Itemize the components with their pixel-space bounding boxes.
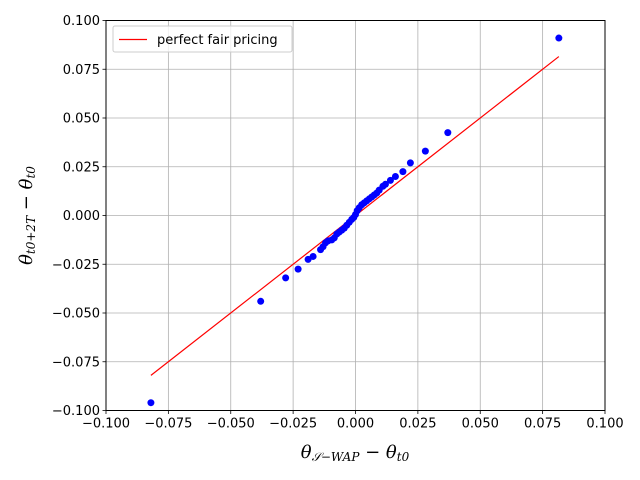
data-points <box>147 34 563 407</box>
data-point <box>399 168 407 176</box>
y-tick-label: −0.050 <box>52 307 100 322</box>
legend-label-perfect-fair-pricing: perfect fair pricing <box>157 33 278 48</box>
x-axis-label: θ𝒮−WAP − θt0 <box>301 442 410 464</box>
x-tick-label: 0.050 <box>462 417 499 432</box>
legend-box <box>112 25 293 53</box>
y-tick-label: −0.075 <box>52 355 100 370</box>
data-point <box>421 147 429 155</box>
data-point <box>391 173 399 180</box>
data-point <box>257 297 265 305</box>
x-tick-label: −0.075 <box>144 417 192 432</box>
y-tick-label: 0.000 <box>63 209 100 224</box>
data-point <box>147 399 155 407</box>
data-point <box>294 265 302 273</box>
x-tick-label: 0.100 <box>586 417 623 432</box>
data-point <box>381 180 389 188</box>
data-point <box>406 159 414 167</box>
y-tick-label: 0.050 <box>63 112 100 127</box>
y-axis-label: θt0+2T − θt0 <box>16 166 38 265</box>
data-point <box>444 129 452 137</box>
y-tick-label: −0.100 <box>52 404 100 419</box>
y-tick-label: 0.075 <box>63 63 100 78</box>
x-tick-label: −0.025 <box>269 417 317 432</box>
y-tick-label: 0.025 <box>63 160 100 175</box>
x-tick-label: 0.075 <box>524 417 561 432</box>
data-point <box>309 252 317 260</box>
x-tick-label: −0.050 <box>207 417 255 432</box>
y-tick-label: 0.100 <box>63 14 100 29</box>
data-point <box>282 274 290 282</box>
data-point <box>386 176 394 184</box>
x-tick-label: 0.000 <box>337 417 374 432</box>
x-tick-label: −0.100 <box>82 417 130 432</box>
x-tick-label: 0.025 <box>399 417 436 432</box>
legend: perfect fair pricing <box>112 25 293 53</box>
axis-ticks: −0.100 −0.075 −0.050 −0.025 0.000 0.025 0.050 0… <box>52 14 624 432</box>
data-point <box>555 34 563 42</box>
y-tick-label: −0.025 <box>52 258 100 273</box>
